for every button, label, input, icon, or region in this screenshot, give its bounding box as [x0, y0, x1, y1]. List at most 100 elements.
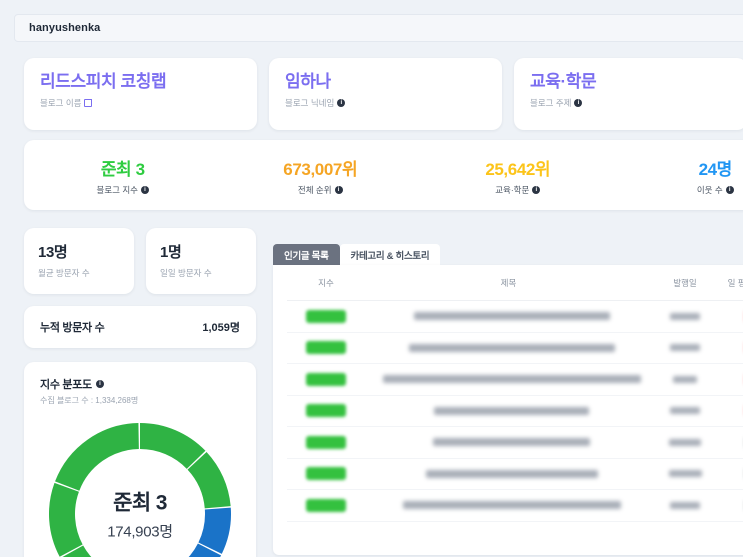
monthly-visitors-card[interactable]: 13명 월균 방문자 수 — [24, 228, 134, 294]
blog-topic-value: 교육·학문 — [530, 72, 597, 91]
cell-index-badge — [287, 498, 365, 512]
publish-date-redacted — [670, 407, 700, 415]
info-icon[interactable]: i — [725, 185, 734, 194]
stat-neighbors-label-row: 이웃 수 i — [617, 184, 743, 196]
cell-views-badge — [718, 310, 743, 323]
blog-nickname-value: 임하나 — [285, 72, 331, 91]
cell-publish-date — [652, 501, 718, 509]
info-icon[interactable]: i — [337, 98, 346, 107]
cell-post-title[interactable] — [365, 433, 652, 451]
post-title-redacted — [408, 343, 615, 352]
info-icon[interactable]: i — [334, 185, 343, 194]
stat-total-rank-value: 673,007위 — [283, 159, 358, 179]
table-row[interactable] — [287, 364, 743, 396]
table-row[interactable] — [287, 333, 743, 364]
visitor-mini-row: 13명 월균 방문자 수 1명 일일 방문자 수 — [24, 228, 256, 294]
donut-seg-7[interactable] — [62, 545, 115, 557]
donut-center-label: 준최 3 174,903명 — [40, 487, 240, 542]
post-title-redacted — [425, 469, 598, 478]
stat-blog-index-label-row: 블로그 지수 i — [24, 184, 222, 196]
blog-nickname-card[interactable]: 임하나 블로그 닉네임 i — [269, 58, 502, 130]
cell-post-title[interactable] — [365, 465, 652, 483]
table-row[interactable] — [287, 301, 743, 333]
stat-category-rank[interactable]: 25,642위 교육·학문 i — [419, 155, 617, 196]
info-icon[interactable]: i — [95, 380, 104, 388]
cell-index-badge — [287, 372, 365, 386]
index-badge — [306, 372, 346, 386]
cell-post-title[interactable] — [365, 496, 652, 514]
publish-date-redacted — [670, 312, 700, 320]
index-badge — [306, 309, 346, 323]
total-visitors-card[interactable]: 누적 방문자 수 1,059명 — [24, 306, 256, 348]
table-row[interactable] — [287, 459, 743, 490]
donut-center-sub: 174,903명 — [107, 523, 173, 541]
blog-name-card[interactable]: 리드스피치 코칭랩 블로그 이름 — [24, 58, 257, 130]
blog-topic-label-row: 블로그 주제 i — [530, 97, 731, 109]
cell-post-title[interactable] — [365, 307, 652, 325]
tab-popular-posts[interactable]: 인기글 목록 — [273, 244, 340, 265]
index-distribution-subtitle: 수집 블로그 수 : 1,334,268명 — [40, 396, 139, 405]
cell-index-badge — [287, 467, 365, 481]
info-icon[interactable]: i — [532, 185, 541, 194]
index-badge — [306, 467, 346, 481]
table-row[interactable] — [287, 396, 743, 427]
account-name: hanyushenka — [29, 22, 101, 34]
donut-seg-3[interactable] — [198, 507, 231, 554]
donut-svg — [49, 423, 231, 557]
cell-views-badge — [718, 404, 743, 417]
donut-seg-9[interactable] — [55, 423, 140, 492]
account-searchbar[interactable]: hanyushenka — [14, 14, 743, 42]
publish-date-redacted — [669, 438, 701, 446]
donut-seg-4[interactable] — [188, 543, 222, 557]
table-header-row: 지수 제목 발행일 일 평균 조회수 i — [287, 265, 743, 301]
publish-date-redacted — [670, 501, 700, 509]
table-row[interactable] — [287, 427, 743, 459]
index-distribution-title-row: 지수 분포도 i — [40, 376, 240, 392]
blog-nickname-label-row: 블로그 닉네임 i — [285, 97, 486, 109]
blog-name-value: 리드스피치 코칭랩 — [40, 72, 167, 91]
stat-blog-index[interactable]: 준최 3 블로그 지수 i — [24, 155, 222, 196]
stat-category-rank-label-row: 교육·학문 i — [419, 184, 617, 196]
info-icon[interactable]: i — [140, 185, 149, 194]
donut-seg-8[interactable] — [49, 482, 83, 557]
donut-seg-2[interactable] — [187, 451, 231, 509]
cell-index-badge — [287, 341, 365, 355]
cell-index-badge — [287, 435, 365, 449]
stat-total-rank[interactable]: 673,007위 전체 순위 i — [222, 155, 420, 196]
monthly-visitors-value: 13명 — [38, 244, 68, 261]
cell-publish-date — [652, 312, 718, 320]
stat-total-rank-label-row: 전체 순위 i — [222, 184, 420, 196]
donut-center-main: 준최 3 — [113, 491, 167, 515]
key-stats-strip: 준최 3 블로그 지수 i 673,007위 전체 순위 i 25,642위 교… — [24, 140, 743, 210]
tab-category-history[interactable]: 카테고리 & 히스토리 — [339, 244, 441, 265]
cell-views-badge — [718, 467, 743, 480]
cell-index-badge — [287, 309, 365, 323]
external-link-icon[interactable] — [84, 98, 93, 107]
index-distribution-title: 지수 분포도 — [40, 379, 92, 391]
column-header-views-label: 일 평균 조회수 — [727, 277, 743, 288]
column-header-date: 발행일 — [673, 277, 697, 288]
stat-total-rank-label: 전체 순위 — [297, 184, 332, 195]
cell-post-title[interactable] — [365, 402, 652, 420]
stat-neighbors[interactable]: 24명 이웃 수 i — [617, 155, 743, 196]
post-title-redacted — [413, 312, 610, 321]
index-badge — [306, 498, 346, 512]
column-header-title: 제목 — [500, 277, 517, 288]
blog-name-label-row: 블로그 이름 — [40, 97, 241, 109]
monthly-visitors-label: 월균 방문자 수 — [38, 268, 90, 278]
cell-post-title[interactable] — [365, 339, 652, 357]
index-badge — [306, 341, 346, 355]
column-header-views: 일 평균 조회수 i — [718, 277, 743, 289]
donut-segments — [49, 423, 231, 557]
column-header-index: 지수 — [318, 277, 334, 288]
info-icon[interactable]: i — [574, 98, 583, 107]
donut-seg-1[interactable] — [139, 423, 206, 470]
total-visitors-value: 1,059명 — [202, 322, 240, 334]
table-row[interactable] — [287, 490, 743, 522]
cell-post-title[interactable] — [365, 370, 652, 388]
daily-visitors-card[interactable]: 1명 일일 방문자 수 — [146, 228, 256, 294]
publish-date-redacted — [668, 470, 702, 478]
blog-topic-card[interactable]: 교육·학문 블로그 주제 i — [514, 58, 743, 130]
index-badge — [306, 404, 346, 418]
